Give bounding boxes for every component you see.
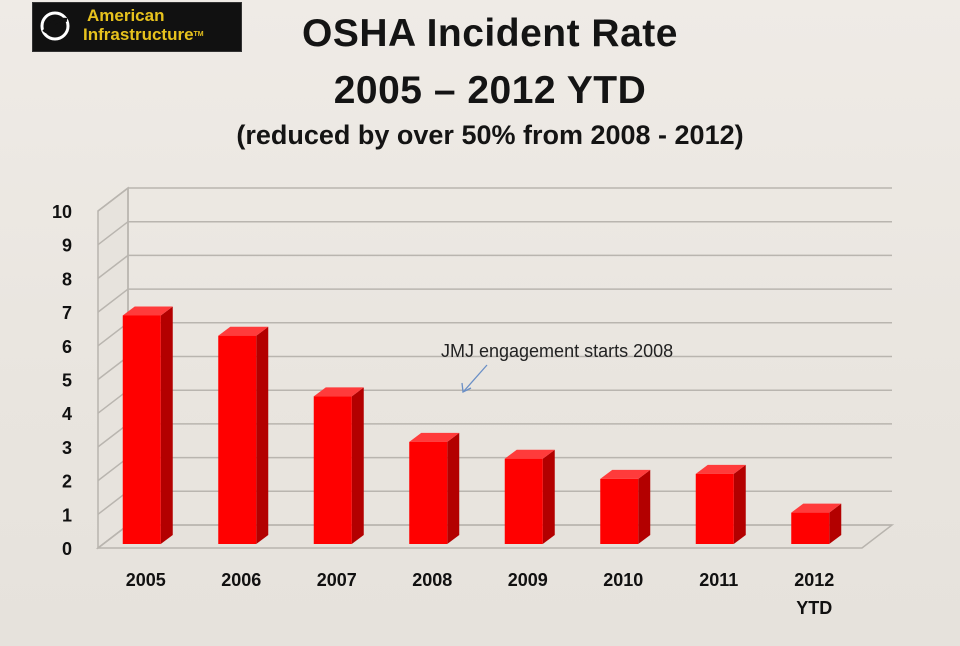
y-tick-label: 8 [62,269,72,289]
y-axis-ticks: 0 1 2 3 4 5 6 7 8 9 10 [52,202,72,559]
chart-gridlines [97,187,892,549]
gridline [97,389,892,414]
x-tick-label-line: 2011 [699,570,738,590]
x-tick-label: 2006 [221,570,261,590]
bar-side [638,469,651,544]
bar [218,326,269,544]
y-tick-label: 6 [62,337,72,357]
x-tick-label: 2007 [317,570,357,590]
bar [409,432,460,544]
bar-top [122,306,173,316]
floor [95,524,895,549]
x-tick-label-line: 2007 [317,570,357,590]
bar-front [504,458,543,544]
chart-title: OSHA Incident Rate [302,12,678,55]
chart-subtitle: (reduced by over 50% from 2008 - 2012) [236,120,744,150]
gridline [97,490,892,515]
x-tick-label-line: 2009 [508,570,548,590]
bar-front [313,396,352,544]
y-tick-label: 2 [62,472,72,492]
bar-front [695,473,734,544]
x-tick-label: 2012 YTD [794,570,834,618]
gridline [97,423,892,448]
annotation-arrow-head [461,382,472,393]
bar-top [218,326,269,336]
chart-bars [122,306,842,544]
x-tick-label-line: 2008 [412,570,452,590]
gridline [97,254,892,279]
bar-top [313,387,364,397]
gridline [97,220,892,246]
gridline [97,456,892,482]
bar-top [409,432,460,442]
bar [695,464,746,544]
x-tick-label: 2005 [126,570,166,590]
bar [122,306,173,544]
y-tick-label: 9 [62,236,72,256]
annotation-arrow-shaft [463,364,488,392]
x-tick-label-line: YTD [796,598,832,618]
bar-side [447,432,460,544]
bar-side [160,306,173,544]
x-axis-labels: 2005 2006 2007 2008 2009 2010 2011 2012 YTD [126,570,835,618]
x-tick-label-line: 2010 [603,570,643,590]
y-tick-label: 0 [62,539,72,559]
x-tick-label-line: 2012 [794,570,834,590]
logo-line1: American [87,6,165,25]
bar-side [351,387,364,544]
x-tick-label: 2010 [603,570,643,590]
company-logo: American InfrastructureTM [32,2,242,52]
gridline [97,288,892,313]
logo-line2-text: Infrastructure [83,25,194,44]
y-tick-label: 3 [62,438,72,458]
y-tick-label: 1 [62,505,72,525]
bar-front [600,478,639,544]
bar-top [504,449,555,459]
x-tick-label: 2008 [412,570,452,590]
bar-top [695,464,746,474]
x-tick-label: 2009 [508,570,548,590]
y-tick-label: 4 [62,404,72,424]
chart-walls [95,186,895,550]
bar-front [409,441,448,544]
logo-line2: InfrastructureTM [83,25,204,44]
chart-title-line2: 2005 – 2012 YTD [333,69,647,112]
bar-top [600,469,651,479]
bar [504,449,555,544]
bar-front [218,335,257,544]
bar [791,503,842,544]
annotation-text: JMJ engagement starts 2008 [441,341,673,361]
y-tick-label: 7 [62,303,72,323]
bar-side [829,503,842,544]
bar-front [122,315,161,544]
bar-side [733,464,746,544]
chart-annotation: JMJ engagement starts 2008 [441,341,673,393]
gridline [97,187,892,212]
logo-text: American InfrastructureTM [83,6,204,44]
y-tick-label: 10 [52,202,72,222]
x-tick-label-line: 2006 [221,570,261,590]
x-tick-label-line: 2005 [126,570,166,590]
bar-top [791,503,842,513]
bar-side [542,449,555,544]
y-tick-label: 5 [62,371,72,391]
circle-swoosh-icon [40,11,70,41]
x-tick-label: 2011 [699,570,738,590]
bar [313,387,364,544]
logo-trademark: TM [193,31,204,38]
bar-side [256,326,269,544]
bar [600,469,651,544]
bar-front [791,512,830,544]
